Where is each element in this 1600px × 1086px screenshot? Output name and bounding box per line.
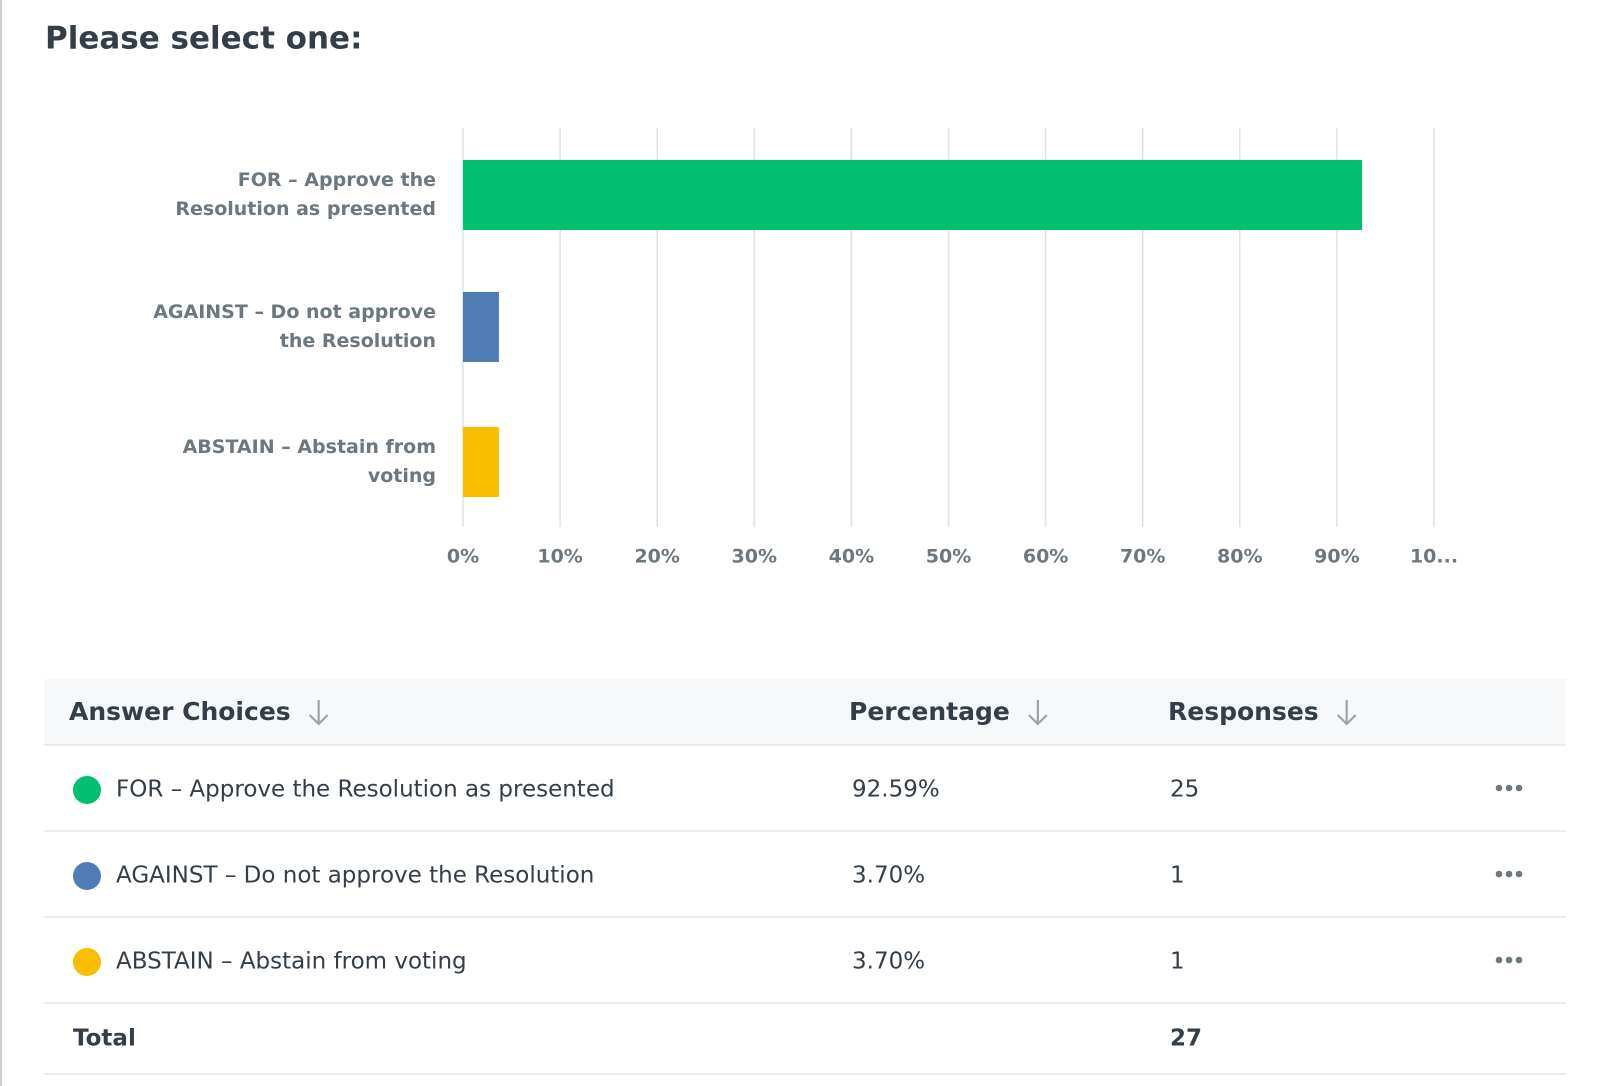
dot[interactable] bbox=[1495, 784, 1503, 792]
answer-choice: ABSTAIN – Abstain from voting bbox=[116, 949, 467, 975]
dot[interactable] bbox=[1515, 784, 1523, 792]
x-tick-label: 40% bbox=[829, 546, 874, 568]
x-tick-label: 90% bbox=[1314, 546, 1359, 568]
sort-arrow[interactable] bbox=[1336, 700, 1357, 726]
total-responses: 27 bbox=[1170, 1026, 1202, 1052]
bar bbox=[463, 292, 499, 362]
percentage: 92.59% bbox=[852, 777, 940, 803]
total-label: Total bbox=[73, 1026, 136, 1052]
x-tick-label: 30% bbox=[732, 546, 777, 568]
x-tick-label: 0% bbox=[447, 546, 479, 568]
answer-choice: FOR – Approve the Resolution as presente… bbox=[116, 777, 615, 803]
more-button[interactable] bbox=[1495, 784, 1523, 792]
sort-arrow[interactable] bbox=[1028, 700, 1048, 726]
more-button[interactable] bbox=[1495, 956, 1523, 964]
answer-choice: AGAINST – Do not approve the Resolution bbox=[116, 863, 594, 889]
dot[interactable] bbox=[1495, 870, 1503, 878]
y-tick-label: ABSTAIN – Abstain from voting bbox=[182, 436, 436, 487]
question-title: Please select one: bbox=[45, 21, 362, 57]
color-dot bbox=[73, 776, 101, 804]
x-tick-label: 80% bbox=[1217, 546, 1262, 568]
column-header[interactable]: Percentage bbox=[849, 697, 1010, 726]
x-tick-label: 10% bbox=[537, 546, 582, 568]
color-dot bbox=[73, 948, 101, 976]
dot[interactable] bbox=[1495, 956, 1503, 964]
color-dot bbox=[73, 862, 101, 890]
y-tick-label: AGAINST – Do not approve the Resolution bbox=[153, 301, 436, 352]
table-header-bg bbox=[44, 679, 1566, 745]
x-tick-label: 20% bbox=[634, 546, 679, 568]
bar bbox=[463, 160, 1363, 230]
dot[interactable] bbox=[1515, 956, 1523, 964]
responses: 1 bbox=[1170, 949, 1185, 975]
responses: 1 bbox=[1170, 863, 1185, 889]
column-header[interactable]: Answer Choices bbox=[69, 697, 291, 726]
bar bbox=[463, 427, 499, 497]
percentage: 3.70% bbox=[852, 949, 925, 975]
x-tick-label: 70% bbox=[1120, 546, 1165, 568]
x-tick-label: 10... bbox=[1410, 546, 1458, 568]
y-tick-label: FOR – Approve the Resolution as presente… bbox=[175, 169, 436, 220]
dot[interactable] bbox=[1505, 956, 1513, 964]
sort-arrow[interactable] bbox=[308, 700, 329, 726]
dot[interactable] bbox=[1505, 870, 1513, 878]
more-button[interactable] bbox=[1495, 870, 1523, 878]
percentage: 3.70% bbox=[852, 863, 925, 889]
responses: 25 bbox=[1170, 777, 1199, 803]
x-tick-label: 50% bbox=[926, 546, 971, 568]
x-tick-label: 60% bbox=[1023, 546, 1068, 568]
dot[interactable] bbox=[1515, 870, 1523, 878]
row-dividers bbox=[44, 744, 1566, 1075]
dot[interactable] bbox=[1505, 784, 1513, 792]
column-header[interactable]: Responses bbox=[1168, 697, 1319, 726]
